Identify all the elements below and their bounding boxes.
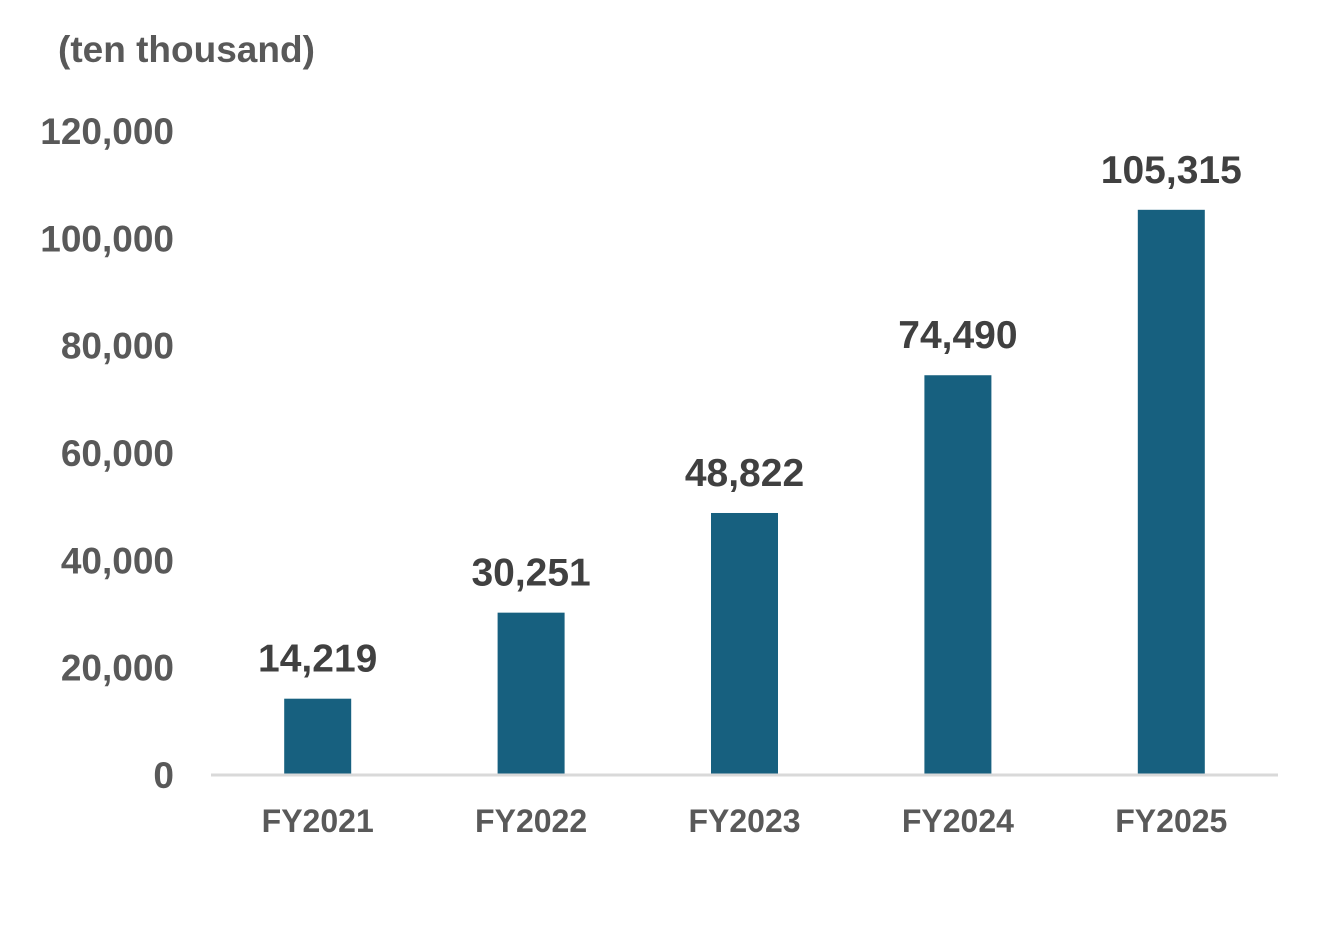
data-label-fy2025: 105,315 — [1101, 149, 1242, 192]
bar-fy2024 — [924, 375, 992, 775]
data-label-fy2023: 48,822 — [685, 452, 804, 495]
y-tick-label: 60,000 — [61, 433, 174, 474]
bar-fy2021 — [284, 698, 352, 775]
y-tick-label: 120,000 — [40, 111, 174, 152]
y-tick-label: 0 — [153, 755, 174, 796]
y-tick-label: 100,000 — [40, 218, 174, 259]
bar-fy2023 — [711, 512, 778, 775]
x-tick-label-fy2022: FY2022 — [475, 803, 587, 839]
bar-fy2022 — [497, 612, 565, 775]
y-tick-label: 40,000 — [61, 540, 174, 581]
data-label-fy2024: 74,490 — [898, 314, 1017, 357]
x-tick-label-fy2025: FY2025 — [1115, 803, 1227, 839]
data-label-fy2022: 30,251 — [471, 552, 590, 595]
unit-label: (ten thousand) — [58, 29, 315, 70]
y-axis-ticks: 0 20,000 40,000 60,000 80,000 100,000 120,000 — [40, 111, 174, 796]
y-tick-label: 80,000 — [61, 326, 174, 367]
x-tick-label-fy2024: FY2024 — [902, 803, 1014, 839]
x-tick-label-fy2023: FY2023 — [688, 803, 800, 839]
bars-group — [284, 209, 1205, 775]
bar-fy2025 — [1137, 209, 1205, 775]
data-labels-group: 14,219 30,251 48,822 74,490 105,315 — [258, 149, 1242, 681]
x-tick-label-fy2021: FY2021 — [262, 803, 374, 839]
x-axis-ticks: FY2021 FY2022 FY2023 FY2024 FY2025 — [262, 803, 1228, 839]
y-tick-label: 20,000 — [61, 648, 174, 689]
data-label-fy2021: 14,219 — [258, 638, 377, 681]
